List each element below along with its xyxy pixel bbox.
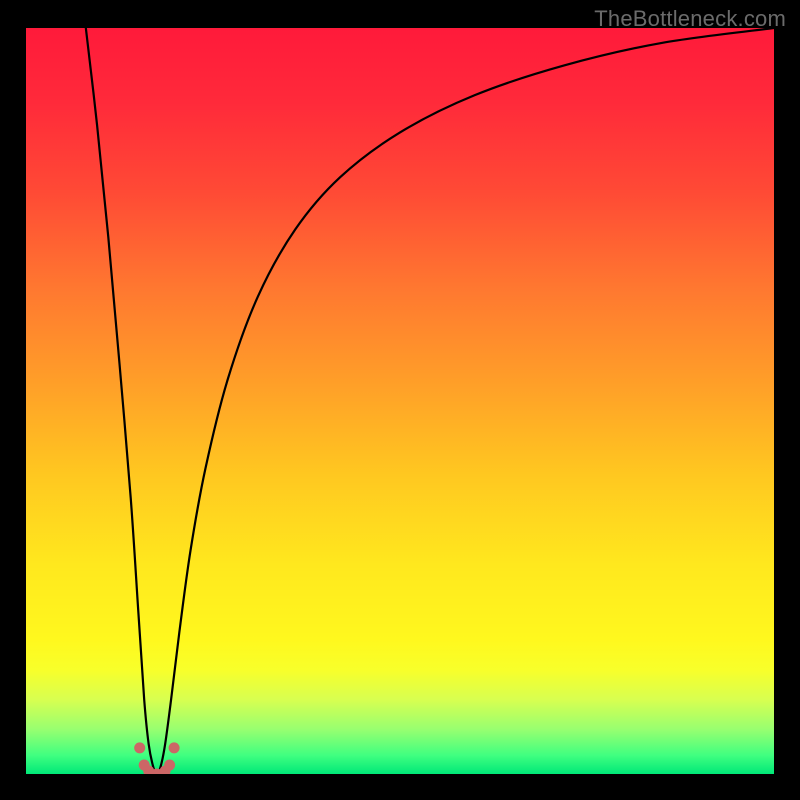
curve-marker xyxy=(134,742,145,753)
curve-layer xyxy=(26,28,774,774)
curve-marker xyxy=(164,760,175,771)
bottleneck-curve xyxy=(86,28,774,774)
plot-area xyxy=(26,28,774,774)
chart-container: TheBottleneck.com xyxy=(0,0,800,800)
watermark-text: TheBottleneck.com xyxy=(594,6,786,32)
curve-marker xyxy=(169,742,180,753)
